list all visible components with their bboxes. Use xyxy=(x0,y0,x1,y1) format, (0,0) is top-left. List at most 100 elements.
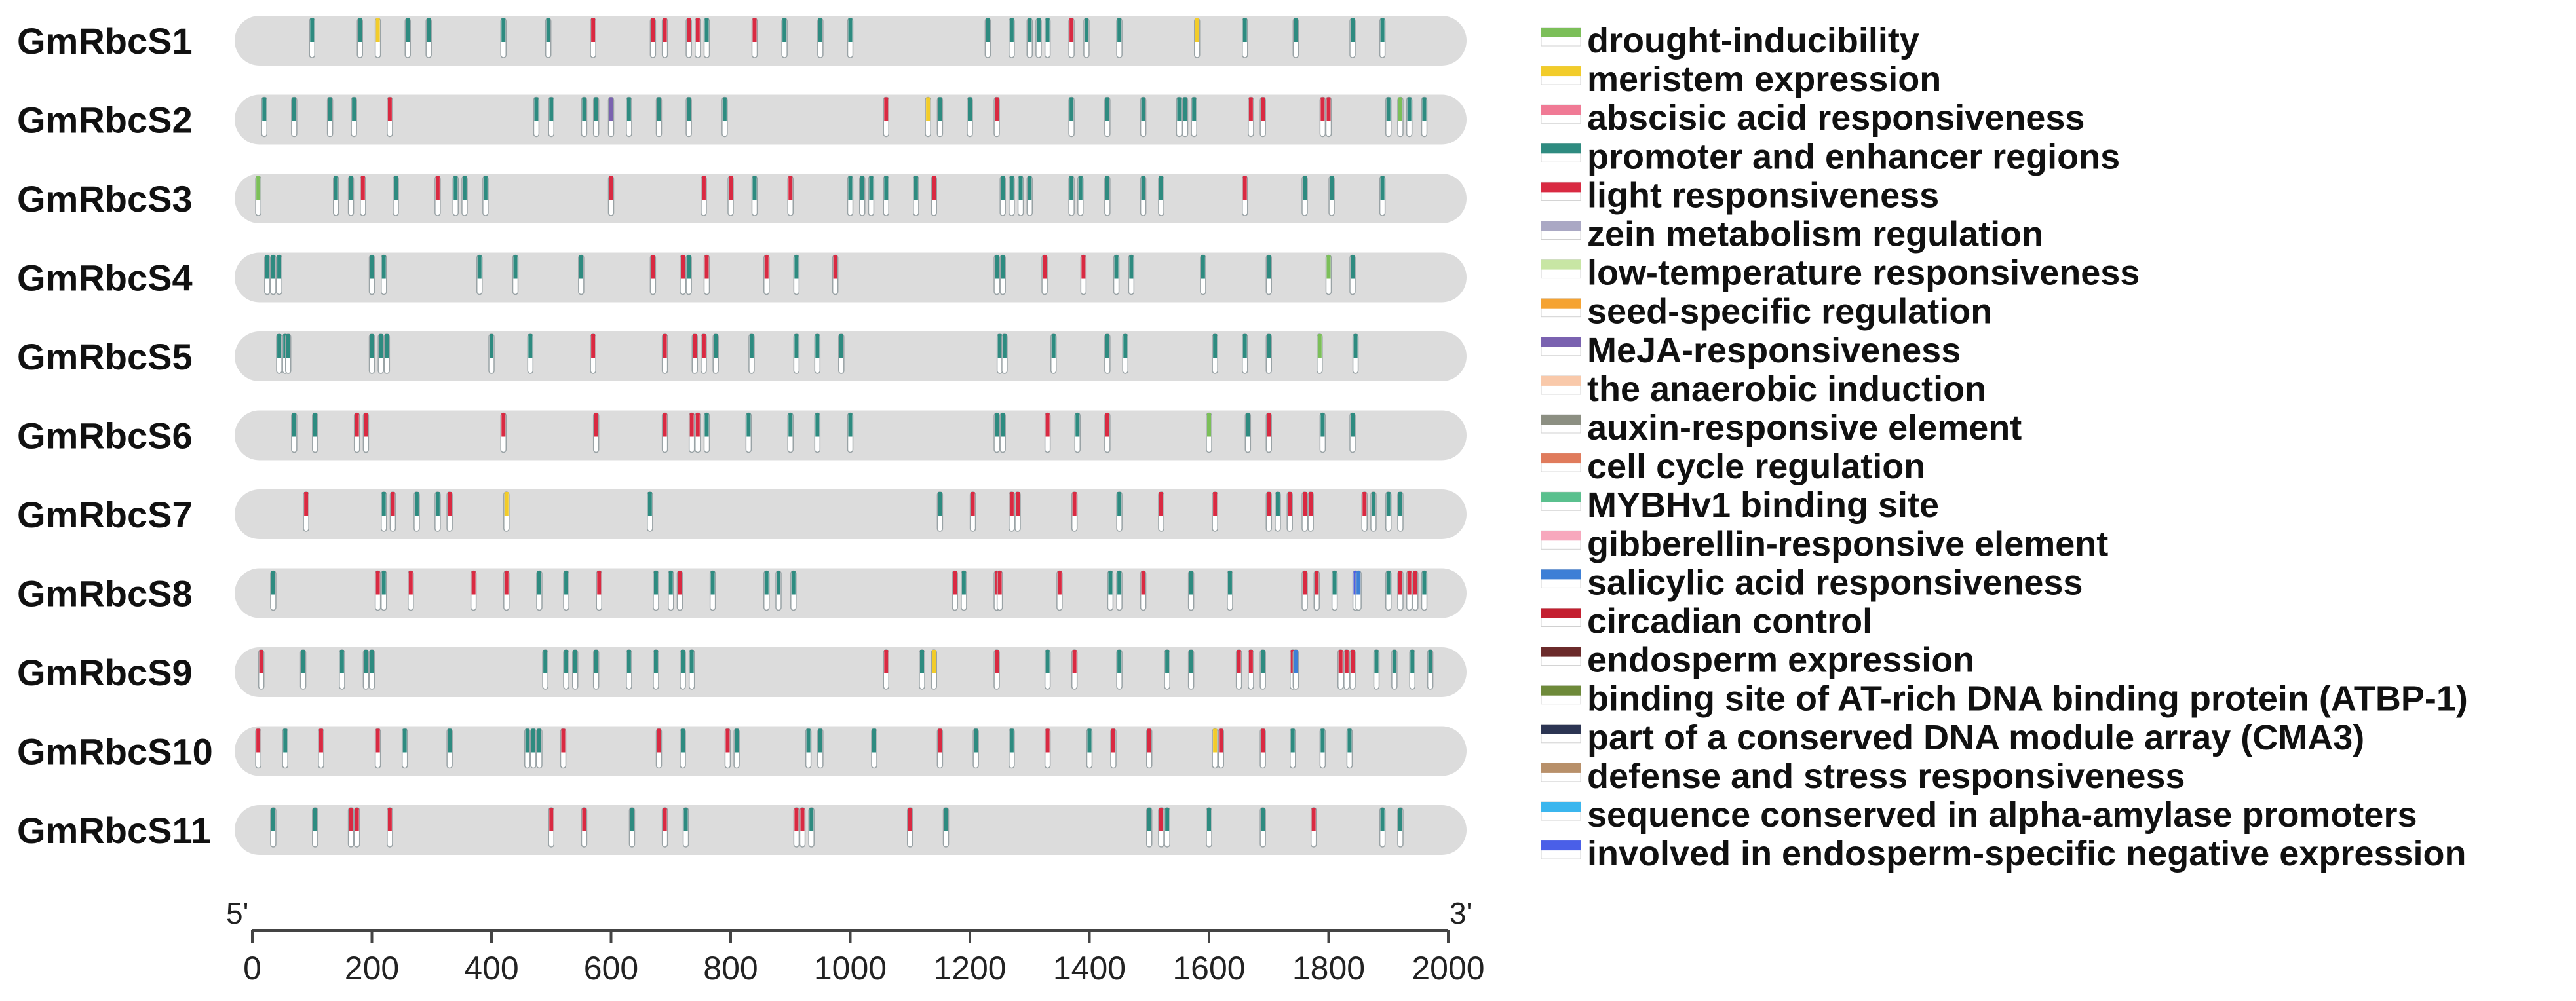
marker-fill xyxy=(1002,334,1007,358)
cis-element-marker xyxy=(787,412,794,453)
legend-item: sequence conserved in alpha-amylase prom… xyxy=(1541,795,2417,835)
cis-element-marker xyxy=(1140,96,1147,138)
cis-element-marker xyxy=(961,570,967,611)
cis-element-marker xyxy=(1406,570,1413,611)
cis-element-marker xyxy=(581,96,588,138)
marker-fill xyxy=(490,334,493,358)
marker-fill xyxy=(546,18,550,42)
marker-fill xyxy=(381,571,386,595)
marker-fill xyxy=(794,334,799,358)
cis-element-marker xyxy=(1104,412,1111,453)
cis-element-marker xyxy=(1275,491,1281,532)
cis-element-marker xyxy=(952,570,958,611)
marker-fill xyxy=(501,18,506,42)
marker-fill xyxy=(884,176,889,200)
cis-element-marker xyxy=(993,412,1000,453)
cis-element-marker xyxy=(1146,728,1153,769)
gene-track: GmRbcS8 xyxy=(17,568,1467,618)
cis-element-marker xyxy=(446,728,453,769)
marker-fill xyxy=(1227,571,1232,595)
marker-fill xyxy=(729,176,733,200)
legend-label: abscisic acid responsiveness xyxy=(1587,98,2085,138)
cis-element-marker xyxy=(590,333,596,374)
marker-fill xyxy=(689,413,694,437)
legend-item: MYBHv1 binding site xyxy=(1541,485,1939,525)
cis-element-marker xyxy=(1391,649,1398,690)
marker-fill xyxy=(839,334,843,358)
axis-start-label: 5' xyxy=(226,896,248,930)
cis-element-marker xyxy=(404,18,411,58)
cis-element-marker xyxy=(1227,570,1233,611)
marker-fill xyxy=(663,18,667,42)
marker-fill xyxy=(735,728,739,753)
cis-element-marker xyxy=(560,728,567,769)
cis-element-marker xyxy=(1349,18,1356,58)
cis-element-marker xyxy=(536,728,543,769)
marker-fill xyxy=(301,650,305,673)
marker-fill xyxy=(609,97,613,121)
marker-fill xyxy=(537,728,541,753)
cis-element-marker xyxy=(1080,254,1087,295)
cis-element-marker xyxy=(276,254,282,295)
gene-track: GmRbcS1 xyxy=(17,16,1467,66)
marker-fill xyxy=(543,650,548,673)
cis-element-marker xyxy=(1116,18,1123,58)
marker-fill xyxy=(782,18,787,42)
gene-bar xyxy=(235,94,1467,145)
axis-tick-label: 2000 xyxy=(1412,950,1484,987)
marker-fill xyxy=(1332,571,1337,595)
legend-swatch xyxy=(1541,337,1581,347)
cis-element-marker xyxy=(270,254,277,295)
legend-item: part of a conserved DNA module array (CM… xyxy=(1541,718,2364,757)
cis-element-marker xyxy=(592,412,600,453)
marker-fill xyxy=(1380,808,1385,831)
marker-fill xyxy=(477,255,482,279)
cis-element-marker xyxy=(695,412,701,453)
legend-swatch xyxy=(1541,105,1581,115)
marker-fill xyxy=(462,176,467,200)
cis-element-marker xyxy=(680,254,686,295)
marker-fill xyxy=(872,728,876,753)
legend-item: the anaerobic induction xyxy=(1541,369,1986,409)
cis-element-marker xyxy=(1313,570,1320,611)
legend-label: cell cycle regulation xyxy=(1587,447,1925,486)
cis-element-marker xyxy=(1068,96,1075,138)
marker-fill xyxy=(704,255,709,279)
cis-element-marker xyxy=(931,176,937,216)
marker-fill xyxy=(1261,808,1265,831)
marker-fill xyxy=(961,571,966,595)
cis-element-marker xyxy=(285,333,292,374)
marker-fill xyxy=(1117,492,1122,516)
marker-fill xyxy=(932,176,936,200)
cis-element-marker xyxy=(790,570,797,611)
marker-fill xyxy=(391,492,395,516)
cis-element-marker xyxy=(1009,18,1015,58)
cis-element-marker xyxy=(276,333,282,374)
cis-element-marker xyxy=(668,570,674,611)
cis-element-marker xyxy=(1317,333,1323,374)
marker-fill xyxy=(997,334,1002,358)
marker-fill xyxy=(1320,413,1325,437)
marker-fill xyxy=(1371,492,1375,516)
marker-fill xyxy=(884,650,889,673)
cis-element-marker xyxy=(936,728,944,769)
cis-element-marker xyxy=(282,728,288,769)
cis-element-marker xyxy=(1349,412,1356,453)
cis-element-marker xyxy=(563,570,569,611)
marker-fill xyxy=(704,413,709,437)
marker-fill xyxy=(1045,650,1050,673)
cis-element-marker xyxy=(590,18,596,58)
cis-element-marker xyxy=(1001,333,1008,374)
cis-element-marker xyxy=(1397,570,1404,611)
cis-element-marker xyxy=(303,491,309,532)
marker-fill xyxy=(848,18,853,42)
marker-fill xyxy=(932,650,936,673)
legend-swatch xyxy=(1541,531,1581,541)
marker-fill xyxy=(1303,571,1307,595)
marker-fill xyxy=(579,255,583,279)
marker-fill xyxy=(414,492,419,516)
cis-element-marker xyxy=(1319,96,1326,138)
marker-fill xyxy=(561,728,566,753)
cis-element-marker xyxy=(925,96,931,138)
marker-fill xyxy=(860,176,864,200)
